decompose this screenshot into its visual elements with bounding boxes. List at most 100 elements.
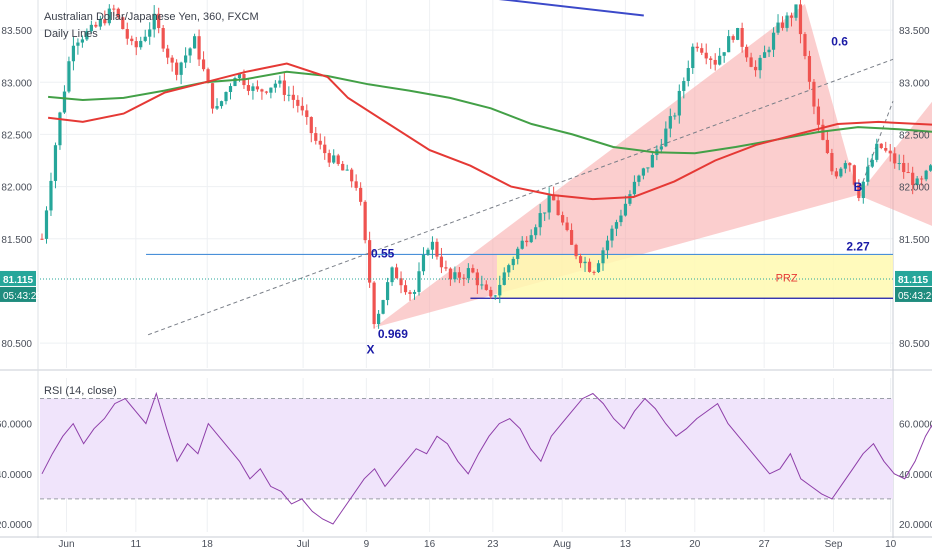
candle-body bbox=[511, 258, 515, 266]
candle-body bbox=[475, 272, 479, 286]
candle-body bbox=[749, 57, 753, 67]
candle-body bbox=[605, 240, 610, 251]
candle-body bbox=[390, 267, 394, 283]
candle-body bbox=[439, 256, 444, 268]
right-price-badge-text: 81.115 bbox=[898, 275, 928, 286]
candle-body bbox=[228, 86, 233, 93]
candle-body bbox=[417, 271, 421, 292]
candle-body bbox=[668, 116, 672, 129]
candle-body bbox=[525, 240, 529, 243]
candle-body bbox=[561, 215, 565, 223]
left-price-tick: 83.000 bbox=[1, 78, 32, 89]
candle-body bbox=[879, 143, 883, 149]
candle-body bbox=[578, 256, 583, 264]
candle-body bbox=[565, 222, 569, 231]
rsi-line bbox=[41, 391, 932, 525]
candle-body bbox=[911, 172, 915, 185]
candle-body bbox=[421, 254, 426, 272]
candle-body bbox=[251, 86, 255, 91]
candle-body bbox=[489, 289, 493, 297]
time-tick: 27 bbox=[759, 539, 771, 550]
pattern-triangle-xab bbox=[374, 4, 858, 328]
candle-body bbox=[601, 250, 605, 264]
time-tick: 23 bbox=[487, 539, 499, 550]
candle-body bbox=[677, 90, 681, 116]
candle-body bbox=[839, 168, 843, 177]
candle-body bbox=[753, 66, 758, 71]
candle-body bbox=[62, 91, 67, 113]
candle-body bbox=[94, 24, 98, 27]
candle-body bbox=[929, 165, 932, 171]
candle-body bbox=[121, 17, 125, 30]
candle-body bbox=[875, 143, 879, 160]
candle-body bbox=[807, 56, 812, 82]
candle-body bbox=[381, 300, 385, 314]
candle-body bbox=[897, 163, 901, 165]
candle-body bbox=[80, 39, 84, 43]
candle-body bbox=[125, 29, 129, 39]
candle-body bbox=[915, 178, 919, 185]
candle-body bbox=[255, 86, 260, 90]
candle-body bbox=[269, 87, 273, 93]
candle-body bbox=[98, 19, 102, 27]
candle-body bbox=[134, 41, 138, 48]
candle-body bbox=[682, 81, 686, 91]
candle-body bbox=[112, 8, 116, 10]
time-tick: 13 bbox=[620, 539, 632, 550]
label-point-x: X bbox=[367, 342, 375, 356]
candle-body bbox=[403, 285, 408, 293]
candle-body bbox=[758, 57, 762, 71]
candle-body bbox=[130, 38, 134, 42]
candle-body bbox=[812, 81, 816, 107]
candle-body bbox=[610, 228, 614, 241]
candle-body bbox=[53, 145, 58, 181]
candle-body bbox=[224, 92, 228, 102]
candle-body bbox=[152, 13, 156, 30]
left-price-tick: 82.500 bbox=[1, 130, 32, 141]
candle-body bbox=[336, 155, 340, 164]
candle-body bbox=[309, 117, 313, 134]
candle-body bbox=[798, 4, 803, 35]
candle-body bbox=[444, 267, 448, 269]
candle-body bbox=[529, 235, 533, 243]
candle-body bbox=[538, 213, 542, 228]
time-tick: Sep bbox=[825, 539, 843, 550]
time-tick: Jun bbox=[58, 539, 74, 550]
candle-body bbox=[722, 52, 726, 56]
candle-body bbox=[201, 59, 206, 70]
candle-body bbox=[341, 163, 345, 171]
candle-body bbox=[471, 268, 475, 273]
right-time-badge-text: 05:43:29 bbox=[898, 291, 932, 302]
candle-body bbox=[691, 46, 695, 69]
candle-body bbox=[192, 36, 197, 49]
time-axis: Jun 11 18 Jul 9 16 23 Aug 13 20 27 Sep 10 bbox=[58, 539, 896, 550]
time-tick: 10 bbox=[885, 539, 897, 550]
candle-body bbox=[924, 170, 928, 180]
candle-body bbox=[368, 240, 372, 283]
candle-body bbox=[179, 62, 183, 75]
rsi-left-tick: 20.0000 bbox=[0, 520, 32, 531]
candle-body bbox=[354, 181, 358, 188]
candle-body bbox=[493, 295, 497, 297]
candle-body bbox=[394, 267, 399, 279]
rsi-title: RSI (14, close) bbox=[44, 385, 117, 397]
candle-body bbox=[848, 163, 852, 166]
candle-body bbox=[430, 241, 435, 250]
candle-body bbox=[771, 32, 776, 50]
right-price-tick: 83.000 bbox=[899, 78, 930, 89]
candle-body bbox=[480, 284, 484, 286]
candle-body bbox=[776, 22, 780, 33]
rsi-band bbox=[40, 398, 893, 499]
candles bbox=[40, 0, 932, 329]
candle-body bbox=[107, 8, 111, 24]
rsi-left-tick: 60.0000 bbox=[0, 420, 32, 431]
candle-body bbox=[291, 94, 295, 100]
candle-body bbox=[372, 282, 376, 325]
candle-body bbox=[282, 80, 286, 95]
candle-body bbox=[830, 153, 834, 172]
candle-body bbox=[632, 181, 637, 195]
candle-body bbox=[219, 101, 224, 107]
right-price-tick: 82.500 bbox=[899, 130, 930, 141]
